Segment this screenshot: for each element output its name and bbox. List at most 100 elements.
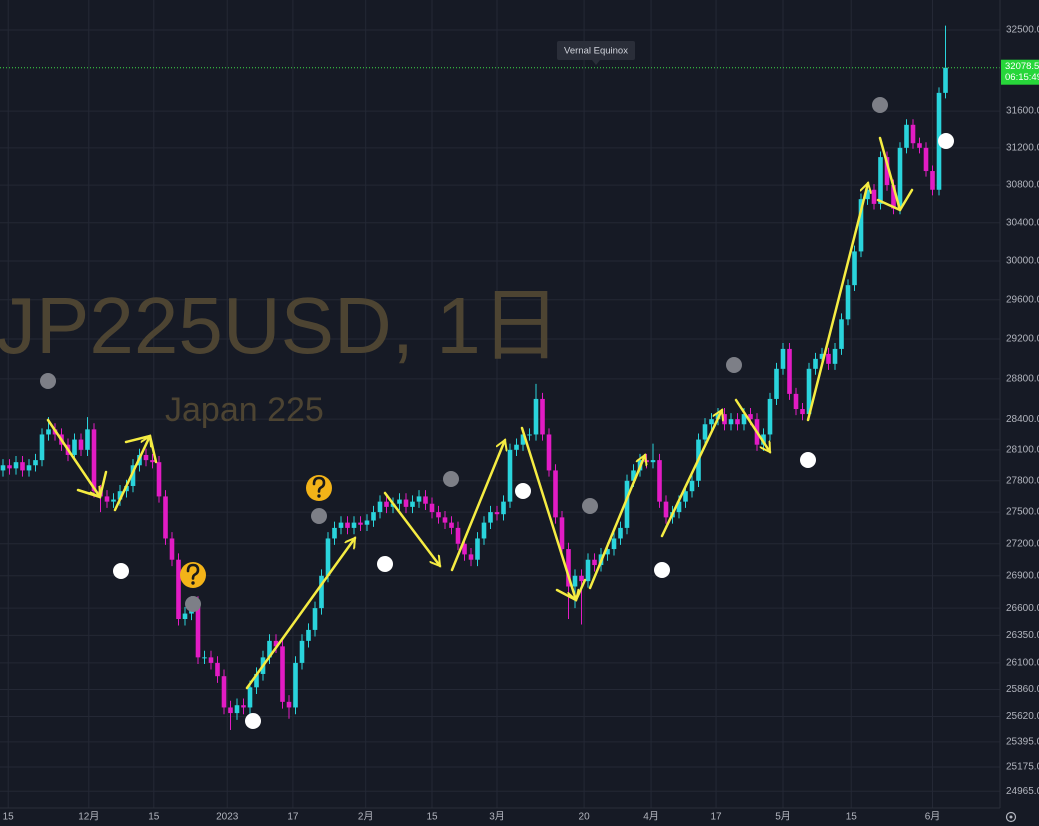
candle-body xyxy=(202,657,207,659)
candle-body xyxy=(267,640,272,658)
y-tick-label: 30400.0 xyxy=(1006,217,1039,228)
y-tick-label: 30800.0 xyxy=(1006,180,1039,191)
candle-body xyxy=(546,434,552,471)
candle-body xyxy=(527,434,532,436)
candle-body xyxy=(540,398,545,435)
candle-body xyxy=(884,157,890,186)
y-tick-label: 29200.0 xyxy=(1006,334,1039,345)
x-tick-label: 15 xyxy=(846,812,858,823)
settings-icon[interactable] xyxy=(1005,811,1017,823)
candle-body xyxy=(793,393,799,410)
candle-body xyxy=(293,662,298,708)
y-tick-label: 25395.0 xyxy=(1006,737,1039,748)
candle-body xyxy=(436,512,441,518)
trend-arrow xyxy=(383,491,442,566)
candle-body xyxy=(819,353,825,359)
candle-body xyxy=(163,496,168,539)
candle-body xyxy=(325,538,331,576)
candle-body xyxy=(735,419,740,425)
candle-body xyxy=(631,470,636,481)
candle-body xyxy=(826,353,831,364)
x-tick-label: 2月 xyxy=(358,811,374,823)
question-icon xyxy=(180,562,206,588)
candle-body xyxy=(663,501,669,518)
candle-body xyxy=(91,429,97,492)
candle-body xyxy=(221,676,227,708)
candle-body xyxy=(813,358,818,369)
white-dot xyxy=(515,483,531,499)
candle-body xyxy=(78,439,84,450)
candle-body xyxy=(481,522,487,539)
x-tick-label: 15 xyxy=(148,812,160,823)
candle-body xyxy=(585,559,591,582)
candle-body xyxy=(377,501,383,513)
candle-body xyxy=(832,348,838,364)
candle-body xyxy=(332,527,337,539)
x-tick-label: 12月 xyxy=(78,811,99,823)
candle-body xyxy=(254,673,259,688)
y-tick-label: 26900.0 xyxy=(1006,570,1039,581)
trend-arrow xyxy=(588,455,645,590)
trend-arrow xyxy=(124,434,158,464)
candle-body xyxy=(748,414,753,420)
candle-body xyxy=(806,368,812,415)
grey-dot xyxy=(726,357,742,373)
y-tick-label: 25860.0 xyxy=(1006,684,1039,695)
candles xyxy=(0,25,1000,731)
x-tick-label: 2023 xyxy=(216,812,239,823)
candle-body xyxy=(0,465,6,471)
trend-arrow xyxy=(520,426,576,600)
y-tick-label: 30000.0 xyxy=(1006,256,1039,267)
tooltip-box xyxy=(557,41,635,60)
y-tick-label: 29600.0 xyxy=(1006,294,1039,305)
candle-body xyxy=(319,575,324,609)
trend-arrow xyxy=(113,436,150,512)
candle-body xyxy=(618,527,623,539)
candle-body xyxy=(559,517,565,550)
trend-arrow xyxy=(806,183,868,422)
time-axis xyxy=(0,808,1039,826)
candle-body xyxy=(533,398,539,435)
candle-body xyxy=(384,501,389,507)
white-dot xyxy=(938,133,954,149)
y-tick-label: 27200.0 xyxy=(1006,538,1039,549)
candle-body xyxy=(468,554,474,560)
candle-body xyxy=(247,687,253,708)
grey-dot xyxy=(872,97,888,113)
candle-body xyxy=(403,499,409,507)
candle-body xyxy=(644,460,649,463)
grey-dot xyxy=(40,373,56,389)
candle-body xyxy=(397,499,402,504)
candle-body xyxy=(579,575,584,582)
candle-body xyxy=(657,460,662,502)
x-tick-label: 5月 xyxy=(775,811,791,823)
candle-body xyxy=(676,501,682,513)
y-tick-label: 26350.0 xyxy=(1006,630,1039,641)
candle-body xyxy=(429,503,435,513)
candle-body xyxy=(702,424,708,440)
x-tick-label: 6月 xyxy=(925,811,941,823)
candle-body xyxy=(774,368,779,399)
watermark-title: JP225USD, 1日 xyxy=(0,281,561,370)
candle-body xyxy=(930,171,935,190)
candle-body xyxy=(943,67,948,93)
candle-body xyxy=(683,491,688,502)
candle-body xyxy=(871,189,877,204)
trend-arrow xyxy=(46,418,102,497)
candle-body xyxy=(839,319,844,349)
candle-body xyxy=(858,199,864,252)
x-tick-label: 15 xyxy=(426,812,438,823)
event-tooltip: Vernal Equinox xyxy=(557,41,635,65)
candle-body xyxy=(891,185,896,209)
white-dot xyxy=(377,556,393,572)
grey-dot xyxy=(443,471,459,487)
candle-body xyxy=(33,460,38,466)
white-dot xyxy=(654,562,670,578)
candle-body xyxy=(208,657,214,663)
candle-body xyxy=(72,439,77,455)
candle-body xyxy=(650,460,656,463)
white-dot xyxy=(800,452,816,468)
watermark-subtitle: Japan 225 xyxy=(165,391,324,429)
y-tick-label: 26600.0 xyxy=(1006,603,1039,614)
